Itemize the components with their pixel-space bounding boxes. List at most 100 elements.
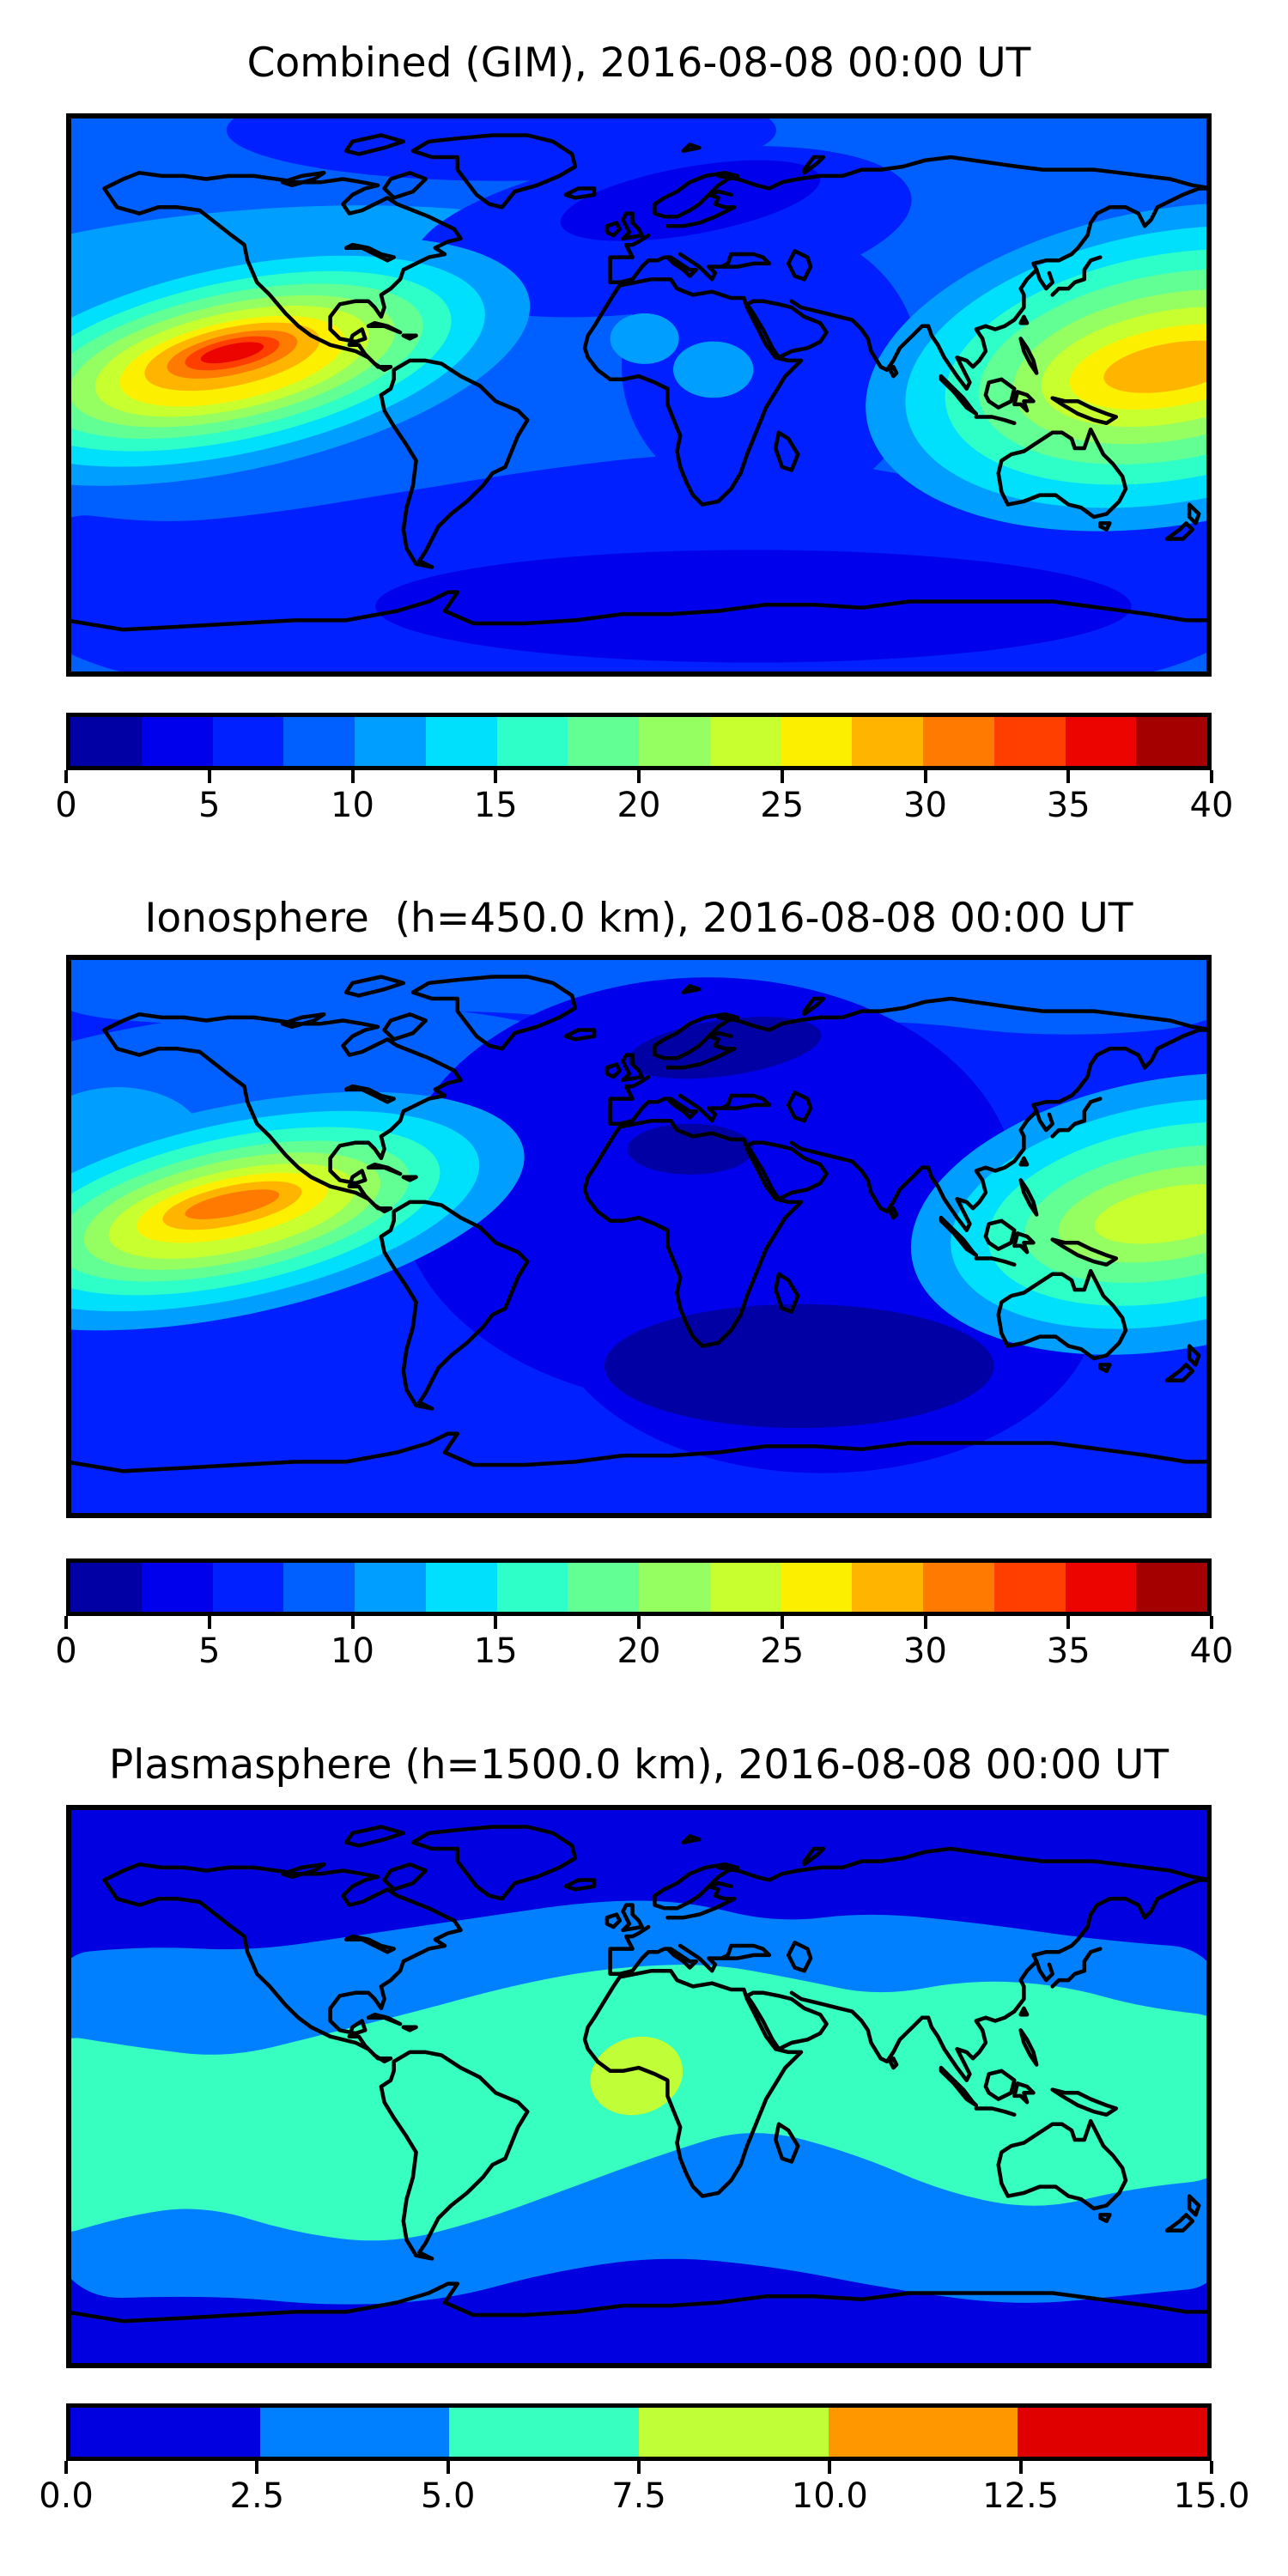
colorbar-combined xyxy=(66,713,1212,770)
colorbar-labels-combined: 0 5 10 15 20 25 30 35 40 xyxy=(55,786,1233,829)
colorbar-tick-label: 10 xyxy=(331,1631,374,1671)
colorbar-segment xyxy=(923,717,994,766)
colorbar-segment xyxy=(781,717,853,766)
colorbar-segment xyxy=(639,2408,829,2457)
contour-ring xyxy=(185,1189,280,1219)
colorbar-tick-label: 20 xyxy=(617,1631,661,1671)
colorbar-tick-label: 0 xyxy=(55,786,77,825)
colorbar-plasmasphere xyxy=(66,2403,1212,2461)
colorbar-segment xyxy=(709,717,781,766)
colorbar-ticks-combined xyxy=(64,770,1213,783)
colorbar-segment xyxy=(639,717,710,766)
colorbar-tick xyxy=(64,1616,68,1629)
colorbar-tick-label: 5.0 xyxy=(420,2476,476,2516)
colorbar-tick-label: 40 xyxy=(1189,786,1234,825)
colorbar-tick-label: 15 xyxy=(473,786,518,825)
colorbar-segment xyxy=(283,717,355,766)
colorbar-tick xyxy=(1018,2461,1023,2474)
colorbar-tick-label: 0 xyxy=(55,1631,77,1671)
map-frame xyxy=(66,1805,1212,2368)
colorbar-tick-label: 7.5 xyxy=(611,2476,666,2516)
colorbar-segment xyxy=(212,717,284,766)
colorbar-segment xyxy=(141,1563,213,1612)
contour-blob xyxy=(590,2036,683,2116)
contour-blob xyxy=(621,226,920,508)
colorbar-tick xyxy=(637,770,641,783)
colorbar-segment xyxy=(923,1563,994,1612)
colorbar-tick xyxy=(350,1616,355,1629)
map-combined xyxy=(66,113,1212,677)
colorbar-segment xyxy=(993,717,1066,766)
colorbar-tick-label: 35 xyxy=(1046,1631,1091,1671)
coastlines xyxy=(66,133,1212,632)
colorbar-tick-label: 15.0 xyxy=(1173,2476,1250,2516)
colorbar-tick-label: 35 xyxy=(1046,786,1091,825)
colorbar-tick-label: 25 xyxy=(760,1631,805,1671)
map-frame xyxy=(66,955,1212,1518)
colorbar-tick-label: 20 xyxy=(617,786,661,825)
colorbar-tick xyxy=(1210,1616,1213,1629)
colorbar-tick-label: 25 xyxy=(760,786,805,825)
colorbar-segment xyxy=(852,1563,923,1612)
colorbar-tick-label: 5 xyxy=(198,786,221,825)
colorbar-segment xyxy=(781,1563,853,1612)
colorbar-tick xyxy=(446,2461,450,2474)
contour-blob xyxy=(673,341,754,398)
map-frame xyxy=(66,113,1212,677)
colorbar-tick xyxy=(207,770,211,783)
colorbar-tick xyxy=(828,2461,832,2474)
colorbar-segment xyxy=(355,1563,426,1612)
colorbar-tick-label: 30 xyxy=(903,786,947,825)
colorbar-labels-plasmasphere: 0.0 2.5 5.0 7.5 10.0 12.5 15.0 xyxy=(39,2476,1249,2519)
coastlines xyxy=(66,1825,1212,2324)
colorbar-segment xyxy=(212,1563,284,1612)
colorbar-tick-label: 10.0 xyxy=(791,2476,868,2516)
colorbar-tick xyxy=(923,1616,927,1629)
colorbar-tick xyxy=(350,770,355,783)
colorbar-segment xyxy=(449,2408,640,2457)
panel-title-combined: Combined (GIM), 2016-08-08 00:00 UT xyxy=(246,39,1031,87)
contour-blob xyxy=(610,313,679,364)
colorbar-tick-label: 2.5 xyxy=(229,2476,285,2516)
colorbar-segment xyxy=(259,2408,450,2457)
colorbar-tick xyxy=(637,2461,641,2474)
colorbar-segment xyxy=(852,717,923,766)
colorbar-tick xyxy=(637,1616,641,1629)
colorbar-tick xyxy=(923,770,927,783)
colorbar-segment xyxy=(496,1563,568,1612)
colorbar-segment xyxy=(425,717,497,766)
colorbar-tick xyxy=(1066,770,1071,783)
colorbar-tick xyxy=(255,2461,259,2474)
colorbar-segment xyxy=(1136,717,1207,766)
contour-ring xyxy=(200,342,264,364)
colorbar-segment xyxy=(355,717,426,766)
panel-title-ionosphere: Ionosphere (h=450.0 km), 2016-08-08 00:0… xyxy=(144,895,1133,942)
colorbar-tick-label: 5 xyxy=(198,1631,221,1671)
colorbar-segment xyxy=(1065,1563,1137,1612)
colorbar-ticks-plasmasphere xyxy=(64,2461,1213,2474)
colorbar-tick xyxy=(494,770,498,783)
colorbar-labels-ionosphere: 0 5 10 15 20 25 30 35 40 xyxy=(55,1631,1233,1674)
colorbar-segment xyxy=(1065,717,1137,766)
contour-blob xyxy=(627,1123,754,1175)
coastlines xyxy=(66,975,1212,1473)
colorbar-segment xyxy=(496,717,568,766)
colorbar-segment xyxy=(709,1563,781,1612)
contour-blob xyxy=(604,1303,994,1429)
colorbar-tick-label: 15 xyxy=(473,1631,518,1671)
colorbar-segment xyxy=(70,717,142,766)
panel-title-plasmasphere: Plasmasphere (h=1500.0 km), 2016-08-08 0… xyxy=(108,1741,1170,1789)
colorbar-segment xyxy=(1018,2408,1208,2457)
colorbar-tick xyxy=(1210,770,1213,783)
colorbar-segment xyxy=(70,1563,142,1612)
colorbar-segment xyxy=(283,1563,355,1612)
colorbar-tick xyxy=(207,1616,211,1629)
colorbar-ionosphere xyxy=(66,1558,1212,1616)
colorbar-tick xyxy=(780,1616,784,1629)
contour-ring xyxy=(1103,340,1212,393)
colorbar-tick-label: 10 xyxy=(331,786,374,825)
colorbar-segment xyxy=(568,1563,639,1612)
colorbar-ticks-ionosphere xyxy=(64,1616,1213,1629)
colorbar-tick xyxy=(780,770,784,783)
